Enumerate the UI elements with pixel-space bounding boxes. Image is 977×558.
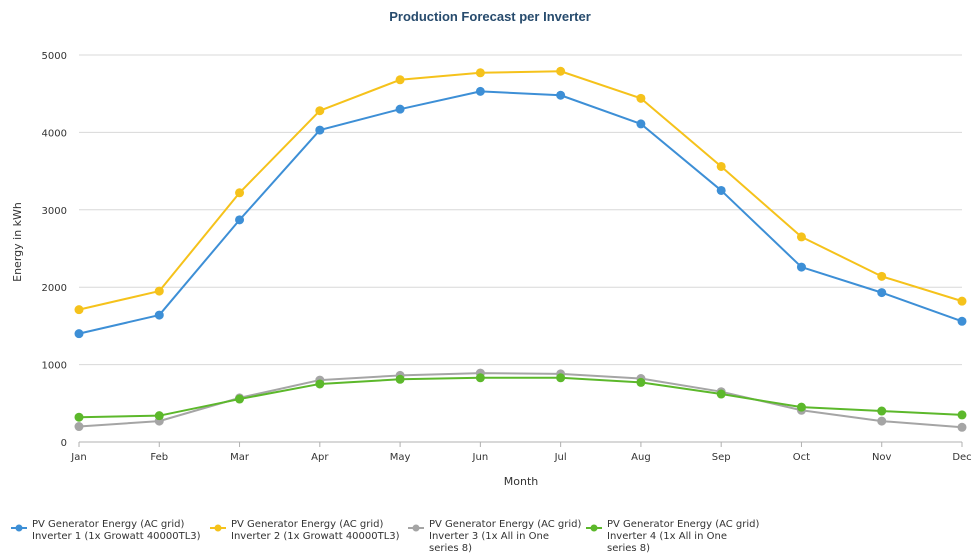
data-point[interactable] (475, 373, 485, 383)
x-tick-label: May (390, 452, 411, 463)
data-point[interactable] (796, 402, 806, 412)
data-point[interactable] (74, 412, 84, 422)
data-point[interactable] (957, 316, 967, 326)
data-point[interactable] (315, 125, 325, 135)
data-point[interactable] (154, 310, 164, 320)
legend-label: series 8) (607, 543, 650, 554)
legend-swatch-marker (15, 524, 23, 532)
legend-swatch-marker (214, 524, 222, 532)
data-point[interactable] (154, 411, 164, 421)
legend-label: PV Generator Energy (AC grid) (32, 519, 185, 530)
series-line (78, 90, 963, 335)
data-point[interactable] (475, 86, 485, 96)
legend-swatch-marker (590, 524, 598, 532)
legend-item-4[interactable]: PV Generator Energy (AC grid)Inverter 4 … (586, 519, 760, 554)
x-tick-label: Nov (872, 452, 892, 463)
x-tick-label: Oct (793, 452, 810, 463)
legend-label: Inverter 3 (1x All in One (429, 531, 549, 542)
data-point[interactable] (716, 185, 726, 195)
y-tick-label: 2000 (42, 283, 67, 294)
data-point[interactable] (235, 188, 245, 198)
x-tick-label: Jul (554, 452, 567, 463)
x-axis-title: Month (504, 475, 539, 488)
y-tick-label: 1000 (42, 361, 67, 372)
y-tick-label: 4000 (42, 128, 67, 139)
data-point[interactable] (395, 75, 405, 85)
data-point[interactable] (74, 329, 84, 339)
x-tick-label: Mar (230, 452, 250, 463)
data-point[interactable] (877, 416, 887, 426)
data-point[interactable] (395, 374, 405, 384)
data-point[interactable] (556, 66, 566, 76)
data-point[interactable] (74, 422, 84, 432)
series-line (78, 376, 963, 419)
y-axis-title: Energy in kWh (11, 202, 24, 282)
data-point[interactable] (716, 161, 726, 171)
x-tick-label: Sep (712, 452, 731, 463)
x-tick-label: Jan (70, 452, 86, 463)
legend-swatch-marker (412, 524, 420, 532)
y-gridlines (79, 54, 962, 443)
x-tick-label: Dec (952, 452, 971, 463)
y-tick-label: 0 (61, 438, 67, 449)
series-line (78, 70, 963, 311)
data-point[interactable] (556, 90, 566, 100)
data-point[interactable] (315, 379, 325, 389)
legend-label: PV Generator Energy (AC grid) (231, 519, 384, 530)
legend: PV Generator Energy (AC grid)Inverter 1 … (11, 519, 760, 554)
y-tick-label: 3000 (42, 206, 67, 217)
data-point[interactable] (796, 232, 806, 242)
data-point[interactable] (636, 119, 646, 129)
x-tick-label: Apr (311, 452, 329, 463)
legend-label: Inverter 4 (1x All in One (607, 531, 727, 542)
data-point[interactable] (636, 377, 646, 387)
data-point[interactable] (235, 394, 245, 404)
series-2 (74, 66, 967, 315)
data-point[interactable] (315, 106, 325, 116)
y-tick-label: 5000 (42, 51, 67, 62)
legend-label: Inverter 2 (1x Growatt 40000TL3) (231, 531, 400, 542)
legend-label: Inverter 1 (1x Growatt 40000TL3) (32, 531, 201, 542)
data-point[interactable] (74, 305, 84, 315)
data-point[interactable] (154, 286, 164, 296)
data-point[interactable] (877, 406, 887, 416)
legend-label: PV Generator Energy (AC grid) (607, 519, 760, 530)
data-point[interactable] (957, 422, 967, 432)
data-point[interactable] (716, 389, 726, 399)
y-axis: 0 1000 2000 3000 4000 5000 (42, 51, 67, 449)
data-point[interactable] (556, 373, 566, 383)
x-tick-label: Jun (472, 452, 489, 463)
series-1 (74, 86, 967, 339)
legend-item-1[interactable]: PV Generator Energy (AC grid)Inverter 1 … (11, 519, 201, 542)
series-group (74, 66, 967, 432)
x-tick-label: Aug (631, 452, 651, 463)
data-point[interactable] (877, 271, 887, 281)
legend-item-2[interactable]: PV Generator Energy (AC grid)Inverter 2 … (210, 519, 400, 542)
data-point[interactable] (475, 68, 485, 78)
series-4 (74, 373, 967, 422)
data-point[interactable] (957, 410, 967, 420)
data-point[interactable] (877, 288, 887, 298)
data-point[interactable] (395, 104, 405, 114)
legend-label: PV Generator Energy (AC grid) (429, 519, 582, 530)
data-point[interactable] (957, 296, 967, 306)
data-point[interactable] (636, 93, 646, 103)
series-line (78, 372, 963, 429)
chart-title: Production Forecast per Inverter (389, 9, 591, 24)
legend-item-3[interactable]: PV Generator Energy (AC grid)Inverter 3 … (408, 519, 582, 554)
data-point[interactable] (235, 215, 245, 225)
data-point[interactable] (796, 262, 806, 272)
x-tick-label: Feb (150, 452, 168, 463)
x-axis: Jan Feb Mar Apr May Jun Jul Aug Sep Oct Nov Dec (70, 441, 972, 463)
legend-label: series 8) (429, 543, 472, 554)
